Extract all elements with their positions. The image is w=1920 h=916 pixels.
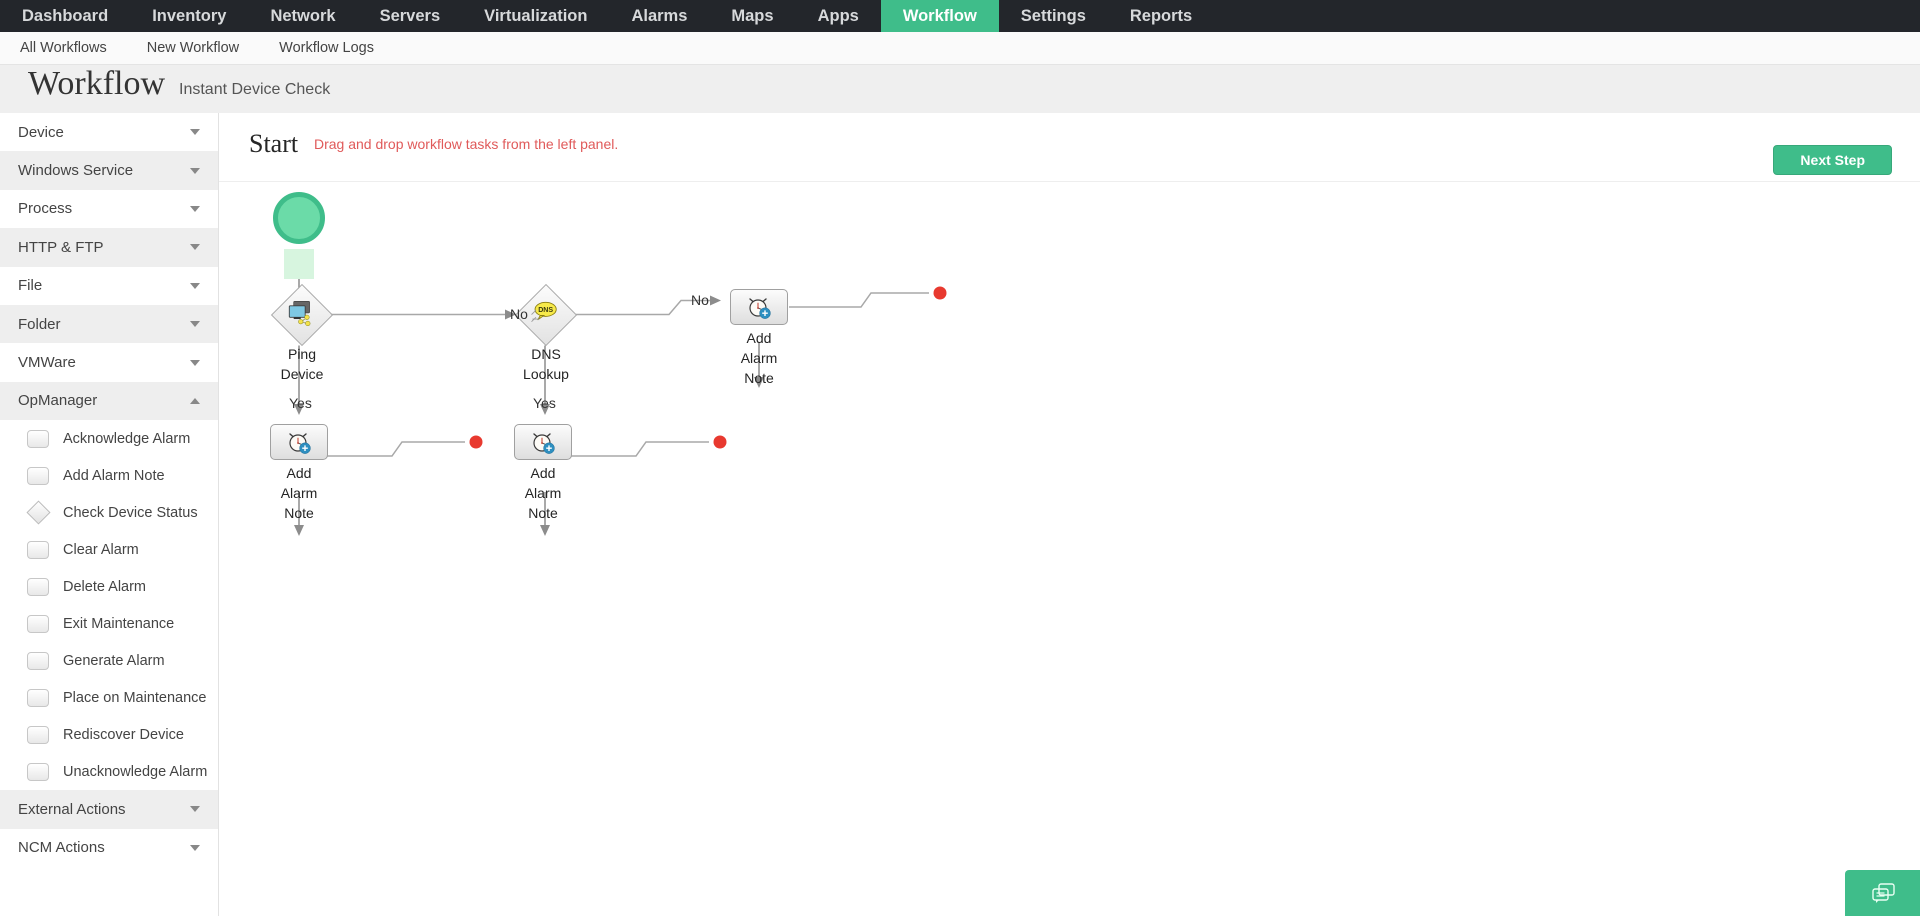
svg-text:DNS: DNS <box>539 306 554 313</box>
